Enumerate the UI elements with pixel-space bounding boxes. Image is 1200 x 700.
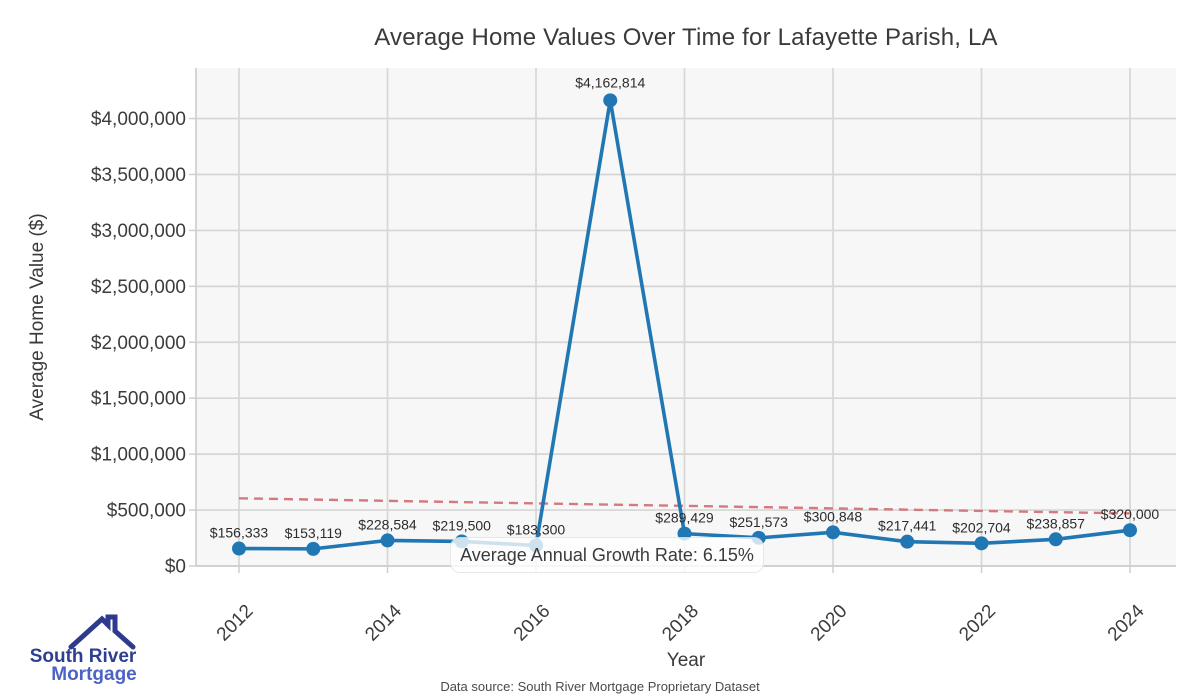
data-point-marker-2024 — [1123, 523, 1137, 538]
data-point-label-2016: $183,300 — [507, 521, 566, 537]
data-point-marker-2014 — [380, 533, 395, 548]
x-tick-label: 2018 — [658, 601, 703, 646]
data-point-marker-2020 — [826, 525, 840, 540]
data-point-label-2013: $153,119 — [285, 525, 343, 541]
data-point-marker-2021 — [900, 534, 915, 549]
y-tick-label: $1,500,000 — [91, 389, 186, 410]
data-point-label-2017: $4,162,814 — [575, 74, 645, 90]
data-point-label-2012: $156,333 — [210, 525, 269, 541]
y-tick-label: $4,000,000 — [91, 109, 186, 130]
x-tick-label: 2012 — [213, 601, 258, 646]
south-river-mortgage-logo: South River Mortgage — [18, 610, 148, 685]
data-point-marker-2022 — [974, 536, 989, 551]
growth-rate-annotation: Average Annual Growth Rate: 6.15% — [450, 537, 764, 573]
data-point-label-2014: $228,584 — [358, 516, 417, 532]
growth-rate-annotation-text: Average Annual Growth Rate: 6.15% — [460, 544, 754, 565]
y-tick-label: $3,500,000 — [91, 165, 186, 186]
logo-text-mortgage: Mortgage — [51, 664, 137, 685]
data-point-label-2024: $320,000 — [1101, 506, 1160, 522]
data-point-label-2022: $202,704 — [952, 519, 1011, 535]
data-point-marker-2012 — [232, 541, 246, 556]
data-source-note: Data source: South River Mortgage Propri… — [440, 679, 760, 694]
data-point-marker-2013 — [306, 541, 321, 556]
trend-line — [238, 497, 1131, 515]
data-point-label-2021: $217,441 — [878, 518, 937, 534]
y-tick-label: $3,000,000 — [91, 221, 186, 242]
data-point-label-2019: $251,573 — [730, 514, 789, 530]
x-tick-label: 2016 — [510, 601, 555, 646]
y-tick-label: $0 — [165, 557, 186, 578]
chart-title: Average Home Values Over Time for Lafaye… — [374, 24, 998, 51]
x-tick-label: 2014 — [361, 600, 406, 645]
data-point-marker-2023 — [1048, 532, 1063, 547]
logo-text-south-river: South River — [29, 646, 137, 667]
data-point-label-2018: $289,429 — [655, 510, 714, 526]
y-tick-label: $1,000,000 — [91, 445, 186, 466]
logo-house-roof-icon — [68, 614, 136, 650]
x-tick-label: 2020 — [807, 601, 852, 646]
y-tick-label: $2,000,000 — [91, 333, 186, 354]
data-point-label-2015: $219,500 — [433, 517, 492, 533]
data-point-marker-2017 — [603, 93, 618, 108]
data-point-label-2023: $238,857 — [1027, 515, 1086, 531]
data-point-label-2020: $300,848 — [804, 508, 863, 524]
y-tick-label: $500,000 — [107, 501, 186, 522]
y-tick-label: $2,500,000 — [91, 277, 186, 298]
x-axis-title: Year — [666, 650, 706, 671]
x-tick-label: 2024 — [1104, 600, 1149, 645]
x-tick-label: 2022 — [955, 601, 1000, 646]
axes-background — [196, 68, 1176, 566]
